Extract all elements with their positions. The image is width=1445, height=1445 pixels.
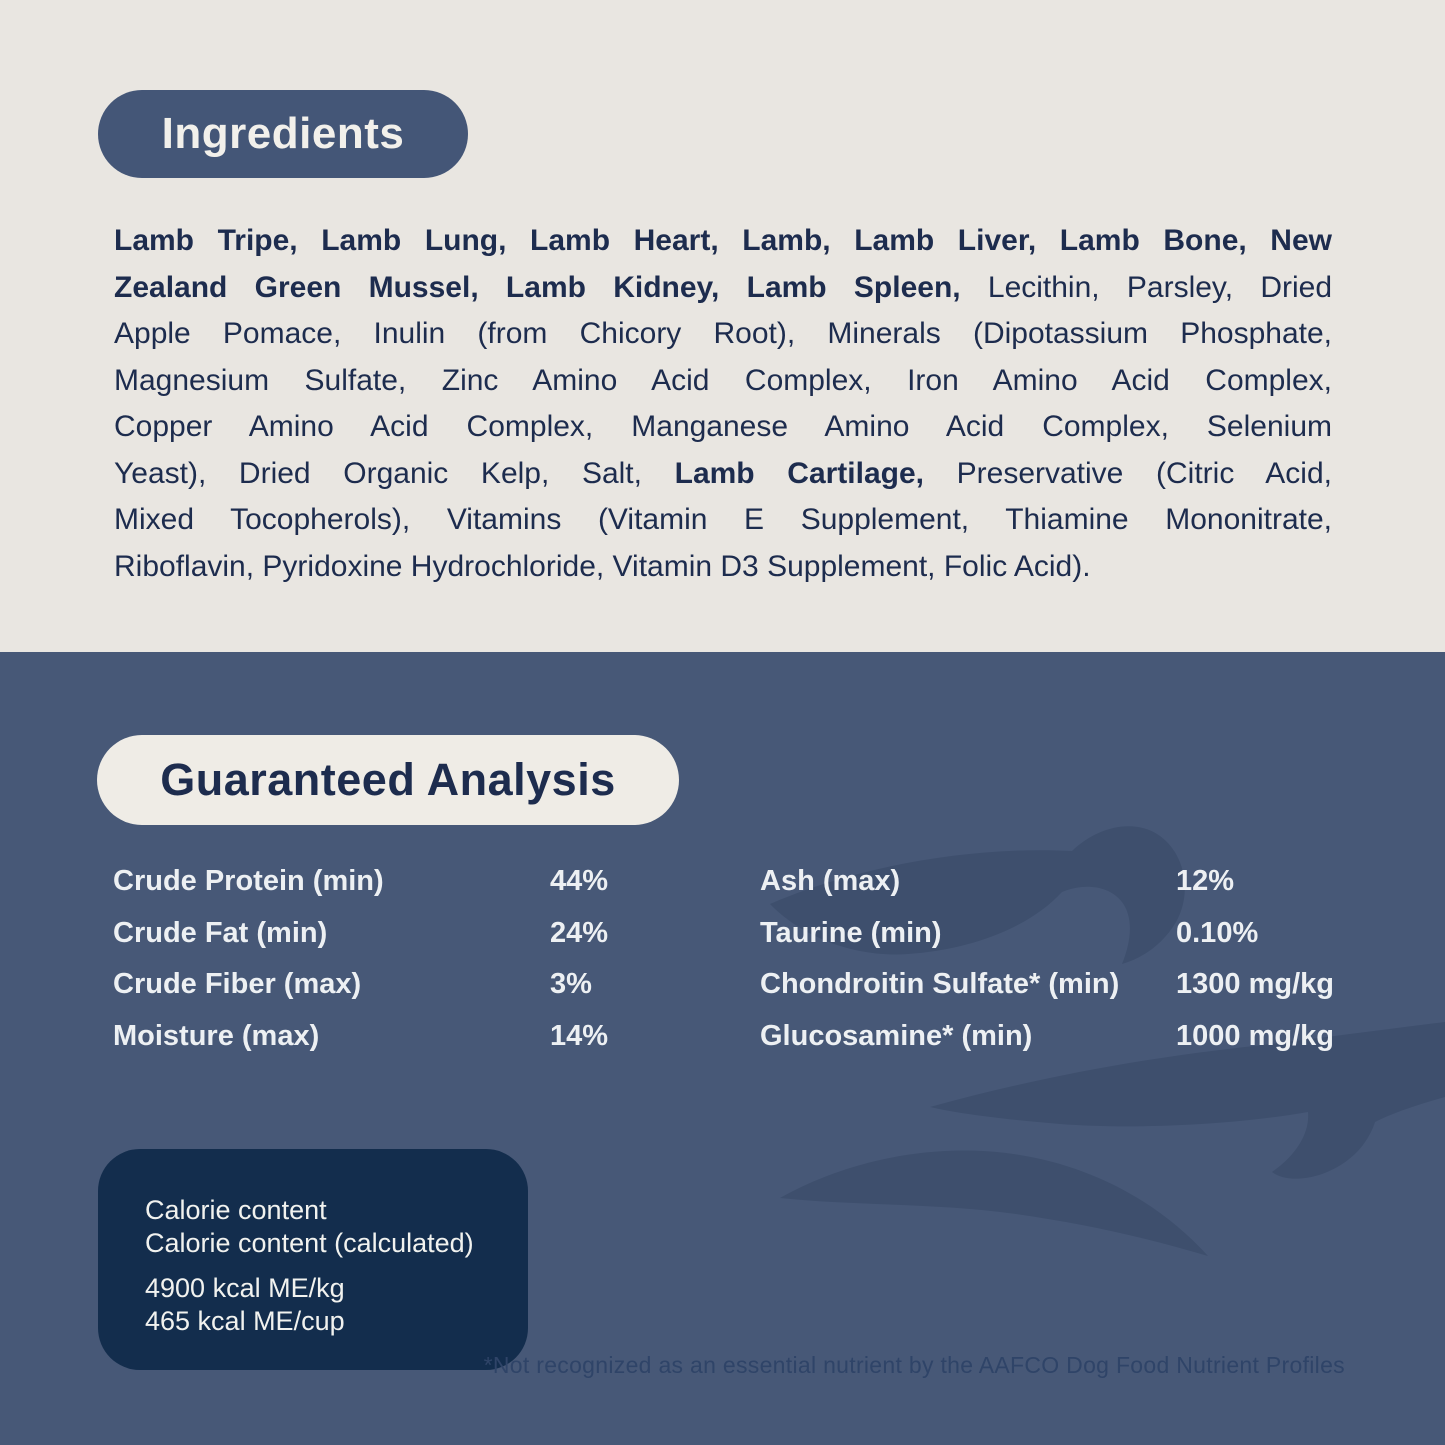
analysis-label: Ash (max) [760,865,901,897]
ingredients-paragraph: Lamb Tripe, Lamb Lung, Lamb Heart, Lamb,… [114,218,1332,590]
ingredient-line: Yeast), Dried Organic Kelp, Salt, Lamb C… [114,451,1332,498]
ingredient-run: Preservative (Citric Acid, [924,456,1332,490]
analysis-label: Chondroitin Sulfate* (min) [760,968,1120,1000]
analysis-value: 1300 mg/kg [1176,968,1334,1000]
analysis-row: Crude Fat (min) 24% [113,917,673,969]
analysis-row: Crude Fiber (max) 3% [113,968,673,1020]
ingredient-line: Copper Amino Acid Complex, Manganese Ami… [114,404,1332,451]
analysis-column-left: Crude Protein (min) 44% Crude Fat (min) 24%… [113,865,673,1071]
analysis-value: 12% [1176,865,1235,897]
ingredient-line: Lamb Tripe, Lamb Lung, Lamb Heart, Lamb,… [114,218,1332,265]
ingredient-run: Copper Amino Acid Complex, Manganese Ami… [114,410,1332,443]
ingredient-run: Riboflavin, Pyridoxine Hydrochloride, Vi… [114,549,1091,583]
ingredient-run: Apple Pomace, Inulin (from Chicory Root)… [114,317,1332,350]
analysis-row: Taurine (min) 0.10% [760,917,1360,969]
ingredient-line: Zealand Green Mussel, Lamb Kidney, Lamb … [114,265,1332,312]
calorie-heading-lines: Calorie content Calorie content (calculat… [145,1194,508,1260]
analysis-row: Glucosamine* (min) 1000 mg/kg [760,1020,1360,1072]
analysis-value: 44% [550,865,609,897]
calorie-value-lines: 4900 kcal ME/kg 465 kcal ME/cup [145,1272,508,1338]
calorie-content-box: Calorie content Calorie content (calculat… [98,1149,528,1370]
guaranteed-analysis-pill: Guaranteed Analysis [97,735,679,825]
analysis-row: Chondroitin Sulfate* (min) 1300 mg/kg [760,968,1360,1020]
calorie-heading-line: Calorie content (calculated) [145,1228,474,1258]
analysis-row: Ash (max) 12% [760,865,1360,917]
analysis-label: Taurine (min) [760,916,942,949]
guaranteed-analysis-section: Guaranteed Analysis Crude Protein (min) 4… [0,652,1445,1445]
ingredient-line: Riboflavin, Pyridoxine Hydrochloride, Vi… [114,544,1332,591]
ingredient-run: Mixed Tocopherols), Vitamins (Vitamin E … [114,503,1332,536]
analysis-label: Crude Fat (min) [113,916,328,949]
calorie-value-line: 4900 kcal ME/kg [145,1273,345,1303]
aafco-footnote: *Not recognized as an essential nutrient… [483,1352,1345,1378]
analysis-value: 24% [550,916,609,949]
ingredients-pill: Ingredients [98,90,468,178]
analysis-label: Moisture (max) [113,1019,320,1052]
ingredient-line: Apple Pomace, Inulin (from Chicory Root)… [114,311,1332,358]
analysis-row: Crude Protein (min) 44% [113,865,673,917]
guaranteed-analysis-title: Guaranteed Analysis [160,754,616,805]
analysis-column-right: Ash (max) 12% Taurine (min) 0.10% Chondroiti… [760,865,1360,1071]
ingredient-run: Magnesium Sulfate, Zinc Amino Acid Compl… [114,363,1332,397]
ingredient-run: Yeast), Dried Organic Kelp, Salt, [114,456,675,490]
ingredient-line: Magnesium Sulfate, Zinc Amino Acid Compl… [114,358,1332,405]
ingredients-section: Ingredients Lamb Tripe, Lamb Lung, Lamb … [0,0,1445,652]
ingredient-run: Lecithin, Parsley, Dried [960,270,1333,304]
analysis-value: 0.10% [1176,916,1259,949]
analysis-label: Crude Protein (min) [113,865,384,897]
calorie-heading-line: Calorie content [145,1195,327,1225]
analysis-label: Crude Fiber (max) [113,968,362,1000]
analysis-row: Moisture (max) 14% [113,1020,673,1072]
analysis-value: 3% [550,968,592,1000]
ingredient-line: Mixed Tocopherols), Vitamins (Vitamin E … [114,497,1332,544]
analysis-label: Glucosamine* (min) [760,1019,1033,1052]
ingredients-title: Ingredients [161,109,405,158]
ingredient-run-bold: Zealand Green Mussel, Lamb Kidney, Lamb … [114,270,961,304]
ingredient-run-bold: Lamb Cartilage, [674,456,924,490]
analysis-value: 1000 mg/kg [1176,1019,1334,1052]
analysis-value: 14% [550,1019,609,1052]
calorie-value-line: 465 kcal ME/cup [145,1306,345,1336]
ingredient-run-bold: Lamb Tripe, Lamb Lung, Lamb Heart, Lamb,… [114,224,1332,257]
